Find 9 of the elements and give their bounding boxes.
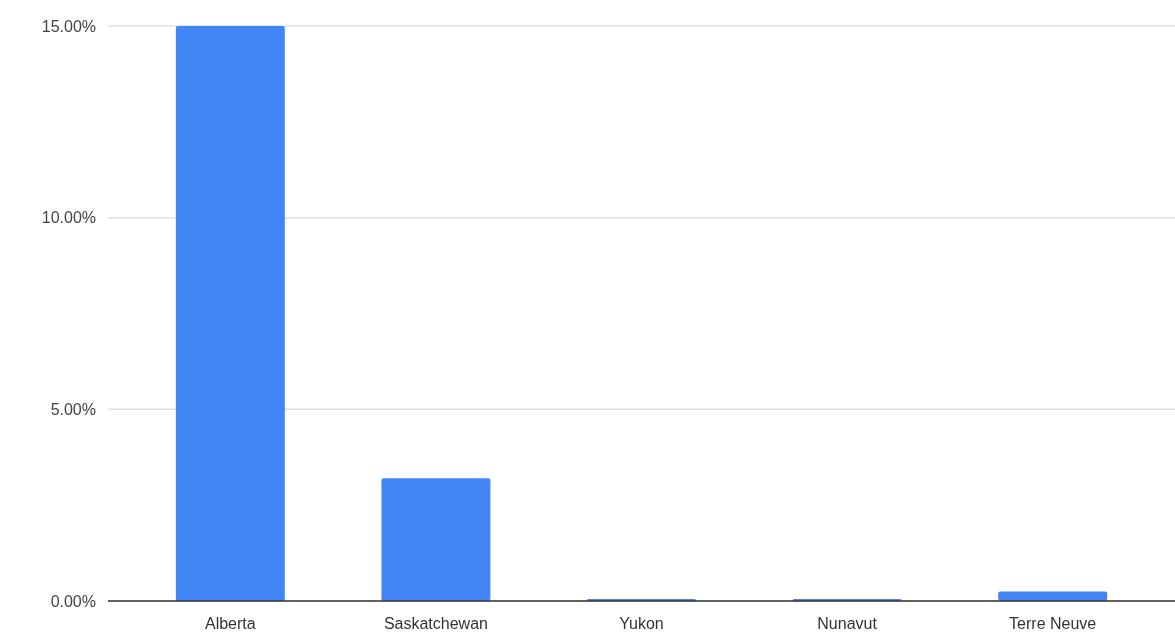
- x-tick-label: Terre Neuve: [1009, 615, 1097, 632]
- y-tick-label: 0.00%: [50, 592, 96, 610]
- x-tick-label: Nunavut: [817, 615, 878, 632]
- x-tick-label: Saskatchewan: [383, 615, 488, 632]
- x-tick-label: Yukon: [619, 615, 664, 632]
- y-tick-label: 10.00%: [41, 209, 96, 227]
- y-tick-label: 15.00%: [41, 17, 96, 35]
- y-tick-label: 5.00%: [50, 400, 96, 418]
- x-tick-label: Alberta: [204, 615, 256, 632]
